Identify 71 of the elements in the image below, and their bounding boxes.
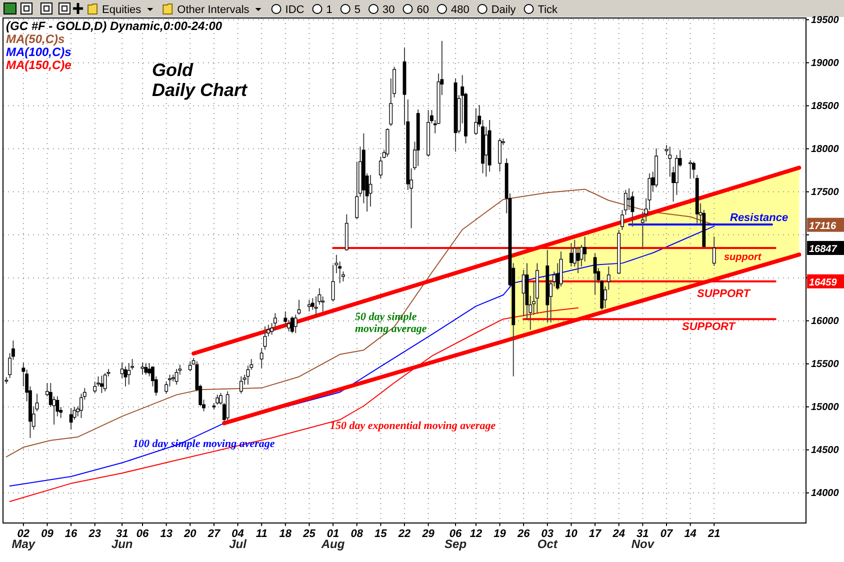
text: 30: [382, 4, 395, 16]
text: MA(100,C)s: [6, 45, 72, 59]
x-tick-label: 23: [88, 528, 101, 540]
text: Daily Chart: [152, 80, 248, 100]
x-tick-label: 31: [636, 528, 649, 540]
text: 480: [450, 4, 470, 16]
annotation: (GC #F - GOLD,D) Dynamic,0:00-24:00: [6, 19, 222, 33]
text: Tick: [538, 4, 558, 16]
x-tick-label: 11: [256, 528, 268, 540]
x-tick-label: 15: [374, 528, 388, 540]
x-tick-label: 13: [160, 528, 172, 540]
annotation: 150 day exponential moving average: [330, 420, 496, 432]
annotation: SUPPORT: [682, 321, 736, 333]
x-tick-label: 17: [588, 528, 602, 540]
text: 60: [416, 4, 429, 16]
text: Jun: [111, 537, 133, 551]
text: Nov: [631, 537, 656, 551]
x-tick-label: 12: [470, 528, 482, 540]
text: Other Intervals: [177, 4, 250, 16]
annotation: Resistance: [730, 212, 788, 224]
x-tick-label: 02: [17, 528, 30, 540]
text: Jul: [229, 537, 248, 551]
y-tick-label: 15000: [811, 402, 840, 414]
x-tick-label: 19: [494, 528, 507, 540]
text: Sep: [444, 537, 467, 551]
y-tick-label: 17500: [811, 186, 840, 198]
x-tick-label: 06: [136, 528, 150, 540]
text: 16459: [809, 277, 838, 288]
y-tick-label: 15500: [811, 359, 840, 370]
x-tick-label: 14: [684, 528, 696, 540]
x-tick-label: 06: [449, 528, 463, 540]
y-tick-label: 18500: [811, 100, 840, 112]
text: 17116: [809, 220, 837, 232]
y-tick-label: 18000: [811, 144, 840, 155]
x-tick-label: 08: [350, 528, 364, 540]
x-tick-label: 29: [421, 528, 436, 540]
y-tick-label: 19500: [811, 14, 840, 26]
y-tick-label: 16000: [811, 316, 840, 328]
x-tick-label: 04: [232, 528, 244, 540]
x-tick-label: 16: [64, 528, 78, 540]
x-tick-label: 25: [302, 528, 316, 540]
y-tick-label: 14000: [811, 488, 840, 500]
x-tick-label: 07: [660, 528, 674, 540]
x-tick-label: 03: [541, 528, 554, 540]
text: IDC: [285, 4, 304, 16]
x-tick-label: 18: [279, 528, 292, 540]
x-tick-label: 24: [612, 528, 625, 540]
text: MA(50,C)s: [6, 32, 65, 46]
y-tick-label: 19000: [811, 58, 840, 69]
x-tick-label: 31: [116, 528, 128, 540]
annotation: support: [724, 252, 762, 263]
text: MA(150,C)e: [6, 58, 72, 72]
x-tick-label: 22: [397, 528, 411, 540]
text: 16847: [809, 244, 838, 255]
text: Gold: [152, 60, 194, 80]
text: Aug: [320, 537, 346, 551]
text: Oct: [537, 537, 558, 551]
x-tick-label: 26: [516, 528, 531, 540]
x-tick-label: 01: [326, 528, 340, 540]
x-tick-label: 10: [565, 528, 578, 540]
y-tick-label: 14500: [811, 445, 840, 456]
text: 1: [326, 4, 332, 16]
x-tick-label: 20: [183, 528, 198, 540]
x-tick-label: 27: [206, 528, 221, 540]
text: Daily: [491, 4, 516, 16]
x-tick-label: 09: [41, 528, 54, 540]
text: May: [12, 537, 36, 551]
text: Equities: [102, 4, 142, 16]
annotation: SUPPORT: [697, 288, 752, 300]
x-tick-label: 21: [707, 528, 720, 540]
text: 5: [354, 4, 360, 16]
